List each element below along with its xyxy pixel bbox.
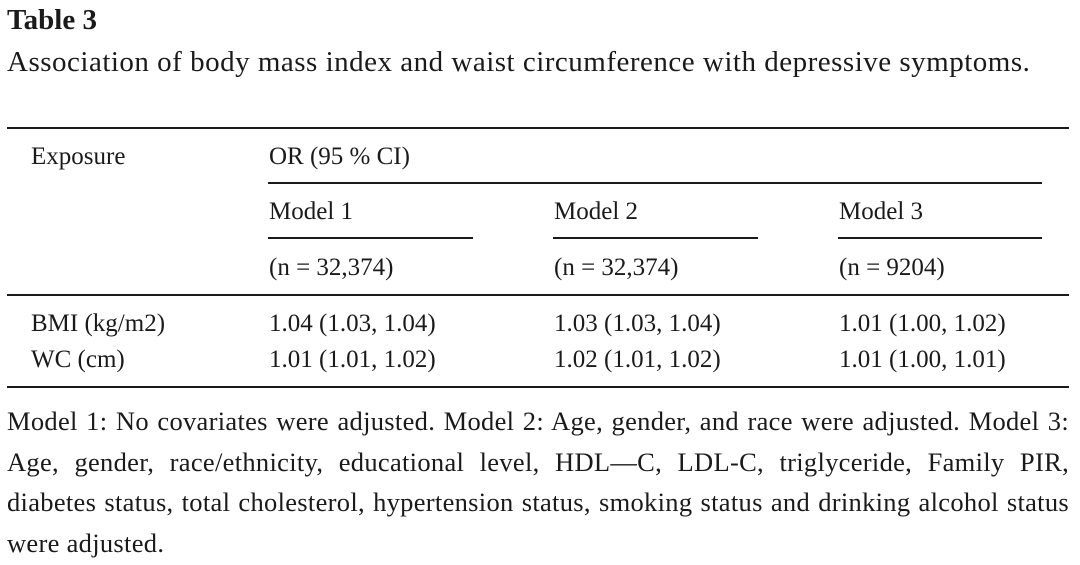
header-bottom-rule <box>7 294 1069 296</box>
row-value-model-3: 1.01 (1.00, 1.02) <box>839 310 1006 337</box>
header-exposure: Exposure <box>31 143 126 170</box>
row-exposure-label: BMI (kg/m2) <box>31 310 166 337</box>
row-value-model-1: 1.01 (1.01, 1.02) <box>269 346 436 373</box>
row-value-model-3: 1.01 (1.00, 1.01) <box>839 346 1006 373</box>
model-1-rule <box>268 237 473 239</box>
table-top-rule <box>7 127 1069 129</box>
model-2-rule <box>553 237 758 239</box>
header-model-1-n: (n = 32,374) <box>269 254 394 281</box>
header-model-3-n: (n = 9204) <box>839 254 945 281</box>
table-bottom-rule <box>7 386 1069 388</box>
model-3-rule <box>838 237 1042 239</box>
table-caption: Association of body mass index and waist… <box>7 46 1031 78</box>
header-or-group: OR (95 % CI) <box>269 143 410 170</box>
header-model-3: Model 3 <box>839 198 924 225</box>
table-footnote: Model 1: No covariates were adjusted. Mo… <box>7 406 1069 558</box>
or-group-rule <box>268 182 1042 184</box>
row-value-model-2: 1.03 (1.03, 1.04) <box>554 310 721 337</box>
row-value-model-2: 1.02 (1.01, 1.02) <box>554 346 721 373</box>
header-model-1: Model 1 <box>269 198 354 225</box>
row-value-model-1: 1.04 (1.03, 1.04) <box>269 310 436 337</box>
row-exposure-label: WC (cm) <box>31 346 125 373</box>
table-label: Table 3 <box>7 4 97 36</box>
header-model-2-n: (n = 32,374) <box>554 254 679 281</box>
header-model-2: Model 2 <box>554 198 639 225</box>
